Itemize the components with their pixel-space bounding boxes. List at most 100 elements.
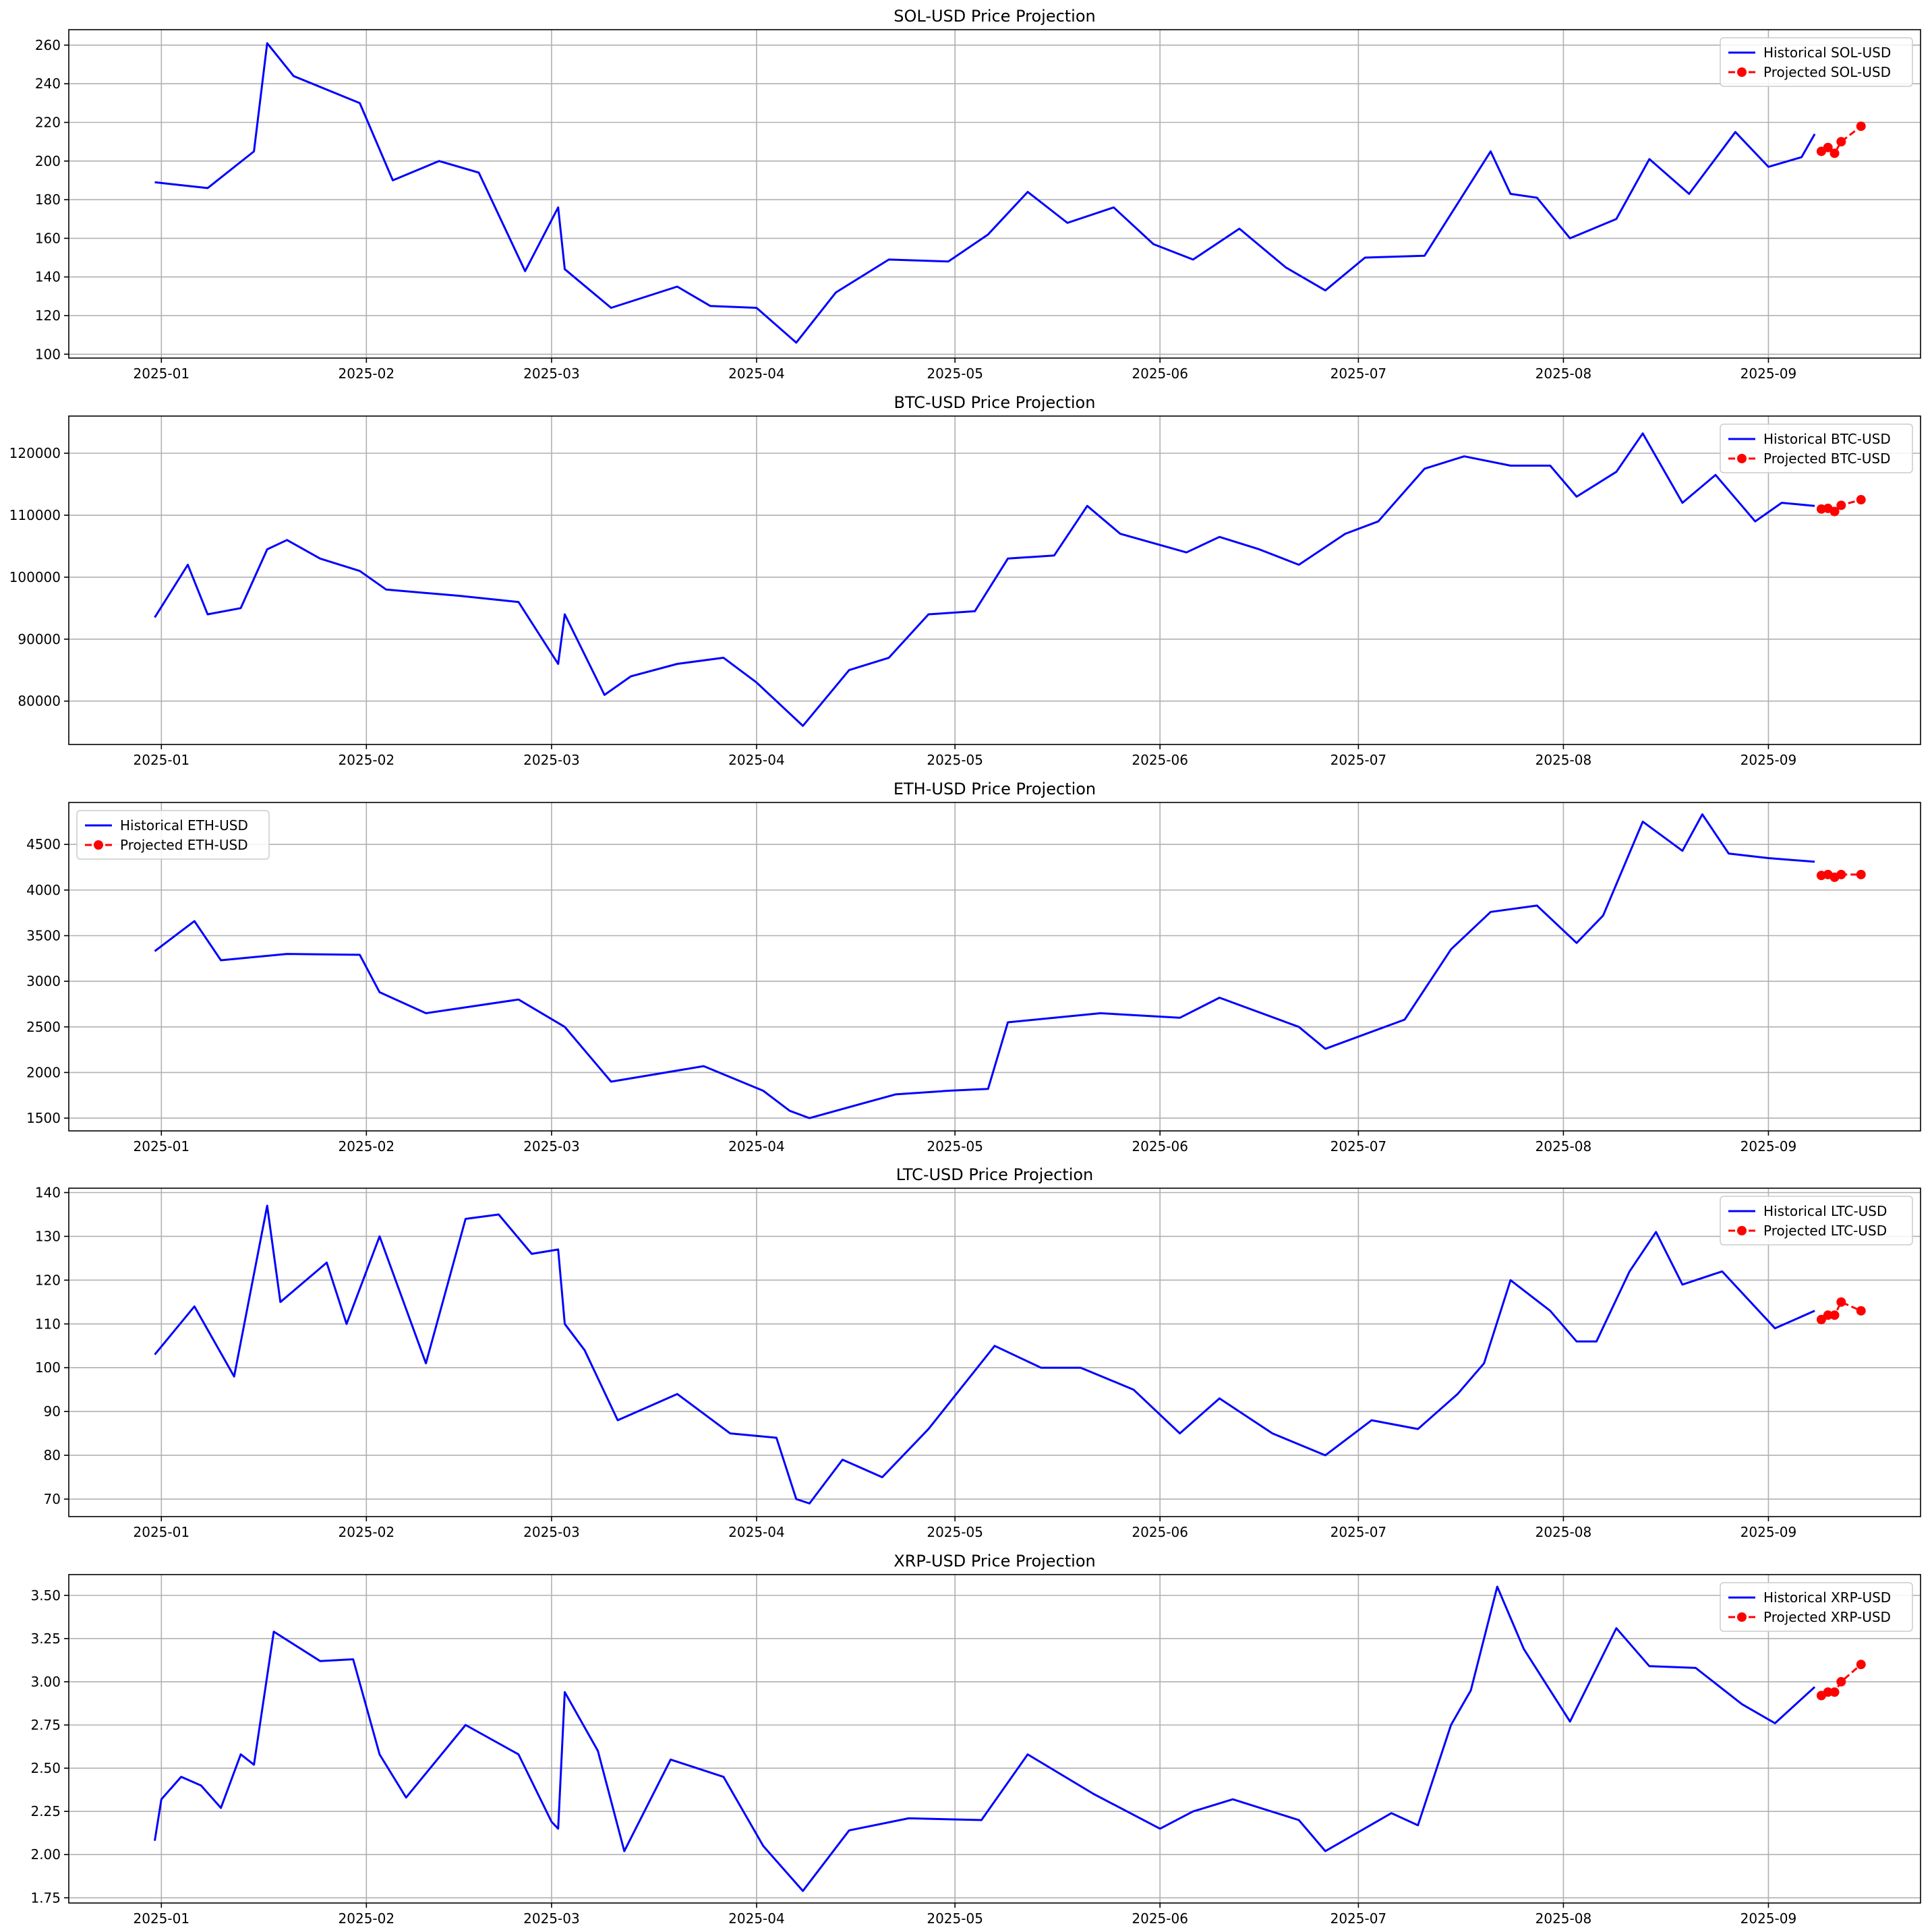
y-tick-label: 80: [44, 1447, 61, 1463]
x-tick-label: 2025-09: [1740, 365, 1797, 382]
series-point: [1856, 1306, 1866, 1316]
plot-frame: [68, 29, 1921, 359]
legend-box: [1720, 423, 1913, 473]
y-tick-label: 160: [35, 230, 61, 246]
legend-swatch-marker: [94, 840, 103, 850]
series-point: [1829, 148, 1840, 158]
x-tick-label: 2025-07: [1330, 752, 1387, 768]
series-line-0: [154, 432, 1815, 727]
series-point: [1823, 1687, 1833, 1697]
legend-label: Historical XRP-USD: [1763, 1589, 1891, 1606]
legend-swatch-marker: [1737, 1612, 1747, 1622]
legend-box: [1720, 1582, 1913, 1632]
legend-label: Projected ETH-USD: [120, 837, 248, 853]
legend-label: Projected BTC-USD: [1763, 450, 1890, 467]
x-tick-label: 2025-05: [927, 1910, 983, 1927]
series-point: [1856, 869, 1866, 879]
x-tick-label: 2025-04: [728, 1524, 785, 1540]
x-tick-label: 2025-02: [339, 1138, 395, 1154]
series-line-0: [154, 1204, 1815, 1504]
x-tick-label: 2025-01: [134, 365, 190, 382]
x-tick-label: 2025-09: [1740, 1910, 1797, 1927]
y-tick-label: 2000: [26, 1064, 61, 1080]
y-tick-label: 90: [44, 1403, 61, 1419]
y-tick-label: 240: [35, 76, 61, 92]
legend: Historical BTC-USD Projected BTC-USD: [1720, 423, 1913, 473]
x-tick-label: 2025-05: [927, 752, 983, 768]
x-tick-label: 2025-07: [1330, 1524, 1387, 1540]
series-point: [1829, 1310, 1840, 1320]
chart-title: XRP-USD Price Projection: [894, 1552, 1095, 1571]
y-tick-label: 70: [44, 1491, 61, 1507]
y-tick-label: 100000: [9, 569, 61, 585]
legend-box: [76, 810, 270, 860]
y-tick-label: 2.75: [30, 1717, 61, 1733]
x-tick-label: 2025-03: [523, 1910, 580, 1927]
x-tick-label: 2025-03: [523, 1138, 580, 1154]
legend-label: Projected XRP-USD: [1763, 1609, 1891, 1625]
series-line-0: [154, 813, 1815, 1119]
series-point: [1829, 506, 1840, 517]
y-tick-label: 2.25: [30, 1803, 61, 1819]
series-point: [1823, 1310, 1833, 1320]
x-tick-label: 2025-06: [1132, 1138, 1188, 1154]
legend-label: Historical BTC-USD: [1763, 431, 1891, 447]
legend: Historical ETH-USD Projected ETH-USD: [76, 810, 270, 860]
plot-frame: [68, 802, 1921, 1132]
y-tick-label: 140: [35, 1184, 61, 1200]
series-point: [1836, 137, 1846, 147]
y-tick-label: 2.50: [30, 1760, 61, 1776]
x-tick-label: 2025-03: [523, 752, 580, 768]
x-tick-label: 2025-03: [523, 365, 580, 382]
legend: Historical LTC-USD Projected LTC-USD: [1720, 1196, 1913, 1246]
y-tick-label: 100: [35, 346, 61, 362]
x-tick-label: 2025-08: [1535, 365, 1592, 382]
legend-label: Projected SOL-USD: [1763, 64, 1891, 80]
x-tick-label: 2025-05: [927, 365, 983, 382]
legend: Historical SOL-USD Projected SOL-USD: [1720, 37, 1913, 87]
y-tick-label: 3.25: [30, 1631, 61, 1647]
x-tick-label: 2025-09: [1740, 1524, 1797, 1540]
x-tick-label: 2025-08: [1535, 752, 1592, 768]
y-tick-label: 1500: [26, 1110, 61, 1126]
y-tick-label: 2.00: [30, 1846, 61, 1863]
x-tick-label: 2025-06: [1132, 1910, 1188, 1927]
y-tick-label: 3.50: [30, 1587, 61, 1604]
y-tick-label: 140: [35, 269, 61, 285]
y-tick-label: 110: [35, 1316, 61, 1332]
y-tick-label: 1.75: [30, 1890, 61, 1906]
chart-title: ETH-USD Price Projection: [894, 780, 1096, 798]
chart-panel-3: 2025-01 2025-02 2025-03 2025-04 2025-05 2025-…: [35, 1165, 1921, 1540]
x-tick-label: 2025-02: [339, 752, 395, 768]
y-tick-label: 2500: [26, 1019, 61, 1035]
legend: Historical XRP-USD Projected XRP-USD: [1720, 1582, 1913, 1632]
x-tick-label: 2025-08: [1535, 1910, 1592, 1927]
y-tick-label: 110000: [9, 507, 61, 523]
x-tick-label: 2025-09: [1740, 1138, 1797, 1154]
x-tick-label: 2025-07: [1330, 1910, 1387, 1927]
series-point: [1856, 1660, 1866, 1670]
x-tick-label: 2025-09: [1740, 752, 1797, 768]
y-tick-label: 3500: [26, 928, 61, 944]
chart-title: BTC-USD Price Projection: [894, 393, 1096, 412]
x-tick-label: 2025-05: [927, 1138, 983, 1154]
y-tick-label: 3000: [26, 973, 61, 989]
y-tick-label: 120: [35, 308, 61, 324]
chart-panel-1: 2025-01 2025-02 2025-03 2025-04 2025-05 2025-…: [9, 393, 1921, 768]
series-point: [1836, 1676, 1846, 1687]
y-tick-label: 80000: [18, 693, 61, 709]
x-tick-label: 2025-06: [1132, 365, 1188, 382]
y-tick-label: 180: [35, 192, 61, 208]
chart-panel-2: 2025-01 2025-02 2025-03 2025-04 2025-05 2025-…: [26, 780, 1921, 1154]
series-point: [1856, 495, 1866, 505]
x-tick-label: 2025-05: [927, 1524, 983, 1540]
series-line-0: [154, 1585, 1816, 1892]
plot-frame: [68, 415, 1921, 745]
y-tick-label: 130: [35, 1228, 61, 1244]
x-tick-label: 2025-07: [1330, 1138, 1387, 1154]
y-tick-label: 220: [35, 115, 61, 131]
y-tick-label: 200: [35, 153, 61, 169]
y-tick-label: 260: [35, 37, 61, 53]
series-point: [1823, 142, 1833, 152]
